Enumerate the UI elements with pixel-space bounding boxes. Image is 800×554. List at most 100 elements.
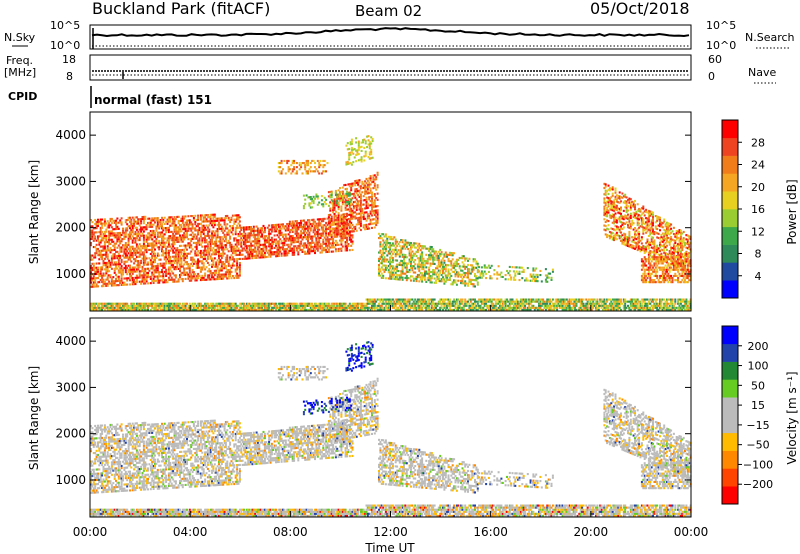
power-cell	[137, 260, 140, 263]
power-cell	[410, 244, 412, 247]
power-cell	[294, 239, 297, 242]
power-cell	[137, 268, 140, 271]
power-cell	[304, 229, 307, 232]
power-cell	[236, 253, 239, 256]
power-cell	[177, 278, 180, 281]
power-cell	[162, 306, 165, 309]
power-cell	[322, 234, 325, 237]
power-cell	[234, 274, 237, 277]
power-cell	[234, 218, 237, 221]
power-cell	[319, 232, 322, 235]
power-cell	[205, 218, 208, 221]
power-cell	[387, 242, 390, 245]
power-cell	[105, 284, 108, 287]
power-cell	[99, 253, 102, 256]
power-cell	[202, 216, 205, 219]
power-cell	[170, 224, 173, 227]
power-cell	[308, 221, 311, 224]
power-cell	[102, 260, 105, 263]
power-cell	[154, 231, 156, 234]
power-cell	[204, 235, 207, 238]
power-cell	[421, 280, 424, 283]
power-cell	[358, 189, 361, 192]
power-cell	[327, 220, 330, 223]
power-cell	[316, 170, 319, 173]
power-cell	[154, 279, 156, 282]
power-cell	[145, 224, 148, 227]
power-cell	[97, 222, 99, 225]
power-cell	[426, 247, 429, 250]
power-cell	[465, 276, 468, 279]
power-cell	[181, 280, 184, 283]
power-cell	[206, 274, 209, 277]
power-cell	[258, 239, 261, 242]
power-cell	[167, 245, 170, 248]
power-cell	[379, 251, 382, 254]
power-cell	[442, 276, 444, 279]
power-cell	[268, 232, 271, 235]
power-cell	[404, 272, 407, 275]
power-cell	[263, 239, 266, 242]
power-cell	[98, 241, 101, 244]
power-cell	[144, 249, 147, 252]
power-cell	[300, 248, 303, 251]
power-cell	[112, 302, 115, 305]
power-cell	[192, 275, 195, 278]
power-cell	[95, 231, 98, 234]
power-cell	[544, 268, 547, 271]
power-cell	[432, 273, 435, 276]
power-cell	[123, 233, 126, 236]
power-cell	[288, 168, 291, 171]
power-cell	[174, 232, 177, 235]
power-cell	[314, 308, 316, 311]
power-cell	[231, 214, 234, 217]
power-cell	[440, 253, 443, 256]
power-cell	[319, 243, 322, 246]
power-cell	[294, 224, 297, 227]
power-cell	[329, 194, 332, 197]
power-cell	[425, 253, 428, 256]
power-cell	[268, 234, 271, 237]
power-cell	[254, 308, 257, 311]
power-cell	[129, 273, 131, 276]
power-cell	[393, 267, 396, 270]
power-cell	[151, 223, 154, 226]
power-cell	[512, 276, 515, 279]
power-cell	[401, 272, 404, 275]
power-cell	[188, 279, 191, 282]
power-cell	[280, 254, 283, 257]
power-cell	[412, 279, 415, 282]
power-cell	[312, 200, 315, 203]
power-cell	[180, 257, 183, 260]
power-cell	[94, 231, 97, 234]
power-cell	[379, 235, 382, 238]
power-cell	[155, 302, 158, 305]
power-cell	[279, 234, 282, 237]
power-cell	[404, 239, 407, 242]
power-cell	[408, 250, 411, 253]
power-cell	[403, 243, 405, 246]
power-cell	[350, 244, 353, 247]
power-cell	[371, 208, 373, 211]
power-cell	[90, 254, 92, 257]
power-cell	[379, 268, 382, 271]
power-cell	[197, 304, 200, 307]
power-cell	[92, 281, 95, 284]
power-cell	[126, 277, 129, 280]
power-cell	[275, 230, 277, 233]
power-cell	[197, 262, 200, 265]
power-cell	[467, 274, 469, 277]
power-cell	[184, 267, 187, 270]
power-cell	[241, 308, 244, 311]
power-cell	[174, 230, 177, 233]
power-cell	[106, 304, 109, 307]
power-cell	[116, 221, 119, 224]
power-cell	[439, 253, 442, 256]
power-cell	[356, 151, 359, 154]
power-cell	[191, 269, 194, 272]
power-cell	[213, 269, 216, 272]
power-cell	[222, 277, 225, 280]
power-cell	[141, 228, 144, 231]
power-cell	[337, 229, 340, 232]
power-cell	[238, 253, 241, 256]
